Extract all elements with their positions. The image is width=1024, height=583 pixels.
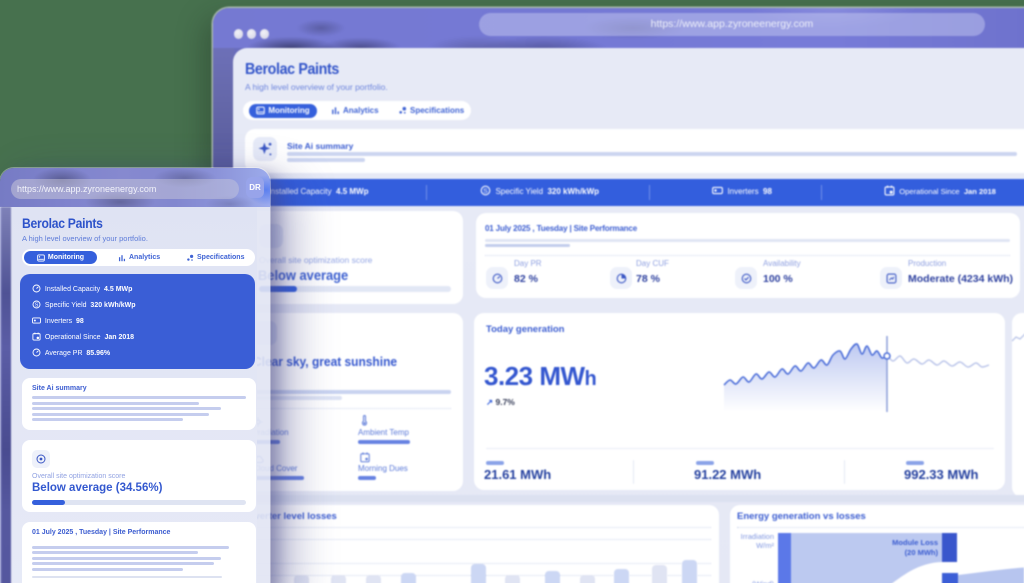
svg-text:Module Loss: Module Loss xyxy=(892,538,938,547)
svg-text:(Wind): (Wind) xyxy=(752,580,775,583)
svg-text:(20 MWh): (20 MWh) xyxy=(905,548,939,557)
svg-text:W/m²: W/m² xyxy=(756,541,774,550)
svg-text:S: S xyxy=(483,188,488,195)
svg-text:S: S xyxy=(35,302,39,308)
svg-text:Irradiation: Irradiation xyxy=(741,532,774,541)
